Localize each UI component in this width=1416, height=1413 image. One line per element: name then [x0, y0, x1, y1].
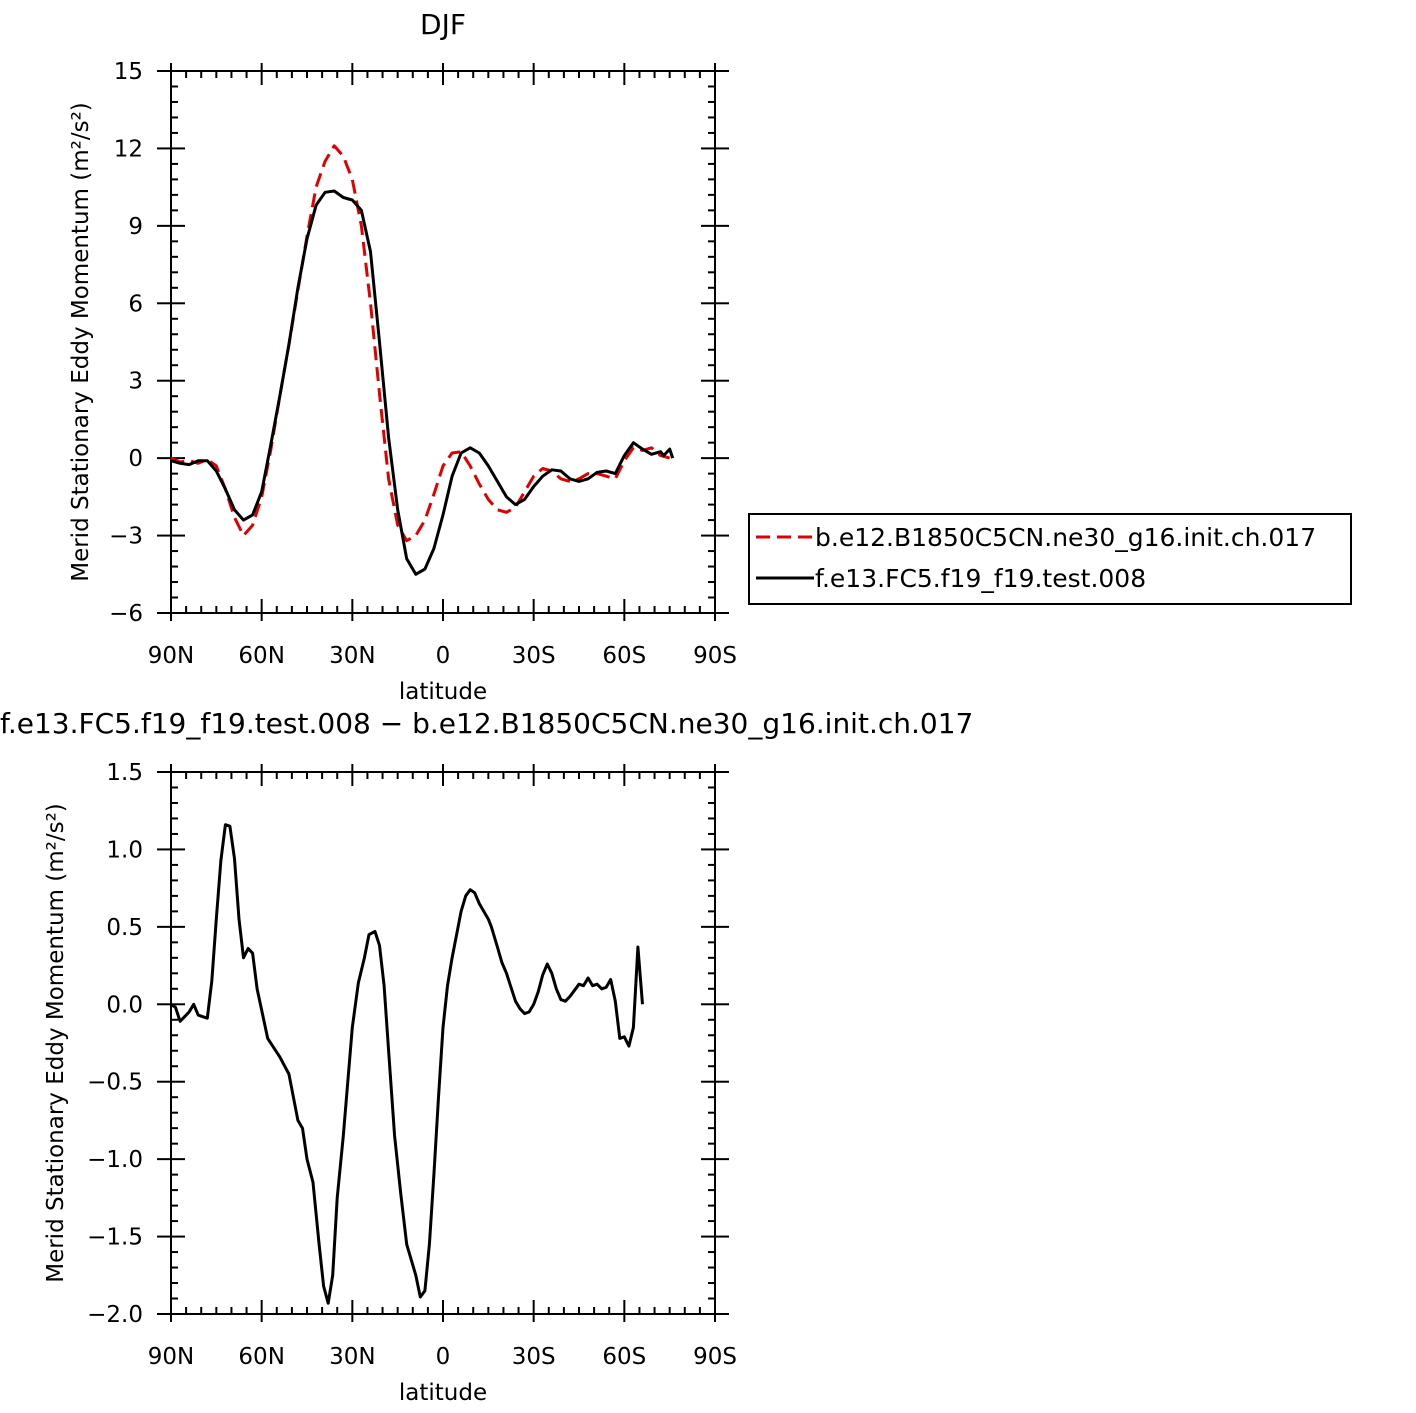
series-line-0	[170, 144, 671, 543]
y-tick-label: 15	[114, 59, 143, 85]
x-axis-title: latitude	[399, 679, 487, 705]
y-tick-label: −0.5	[87, 1070, 143, 1096]
legend-label-1: f.e13.FC5.f19_f19.test.008	[815, 564, 1146, 593]
top-panel-djf: DJF 90N 60N 30N 0 30S 60S 90S −6 −3 0 3 6 9 12 15 latitu…	[68, 8, 737, 705]
x-tick-label: 0	[436, 1344, 451, 1370]
series-line-0	[170, 823, 644, 1305]
y-tick-label: −1.5	[87, 1225, 143, 1251]
x-tick-label: 30S	[512, 1344, 556, 1370]
x-tick-label: 30N	[329, 1344, 375, 1370]
y-tick-label: 0.0	[106, 992, 143, 1018]
legend: b.e12.B1850C5CN.ne30_g16.init.ch.017 f.e1…	[748, 513, 1352, 605]
series-line-1	[170, 189, 675, 576]
x-tick-label: 90N	[148, 1344, 194, 1370]
x-tick-label: 90N	[148, 643, 194, 669]
legend-label-0: b.e12.B1850C5CN.ne30_g16.init.ch.017	[815, 523, 1316, 552]
y-tick-label: 12	[114, 136, 143, 162]
bottom-panel-difference: f.e13.FC5.f19_f19.test.008 − b.e12.B1850…	[0, 707, 973, 1406]
x-tick-label: 90S	[693, 643, 737, 669]
y-tick-label: 0	[128, 446, 143, 472]
y-tick-label: 9	[128, 214, 143, 240]
y-tick-label: 3	[128, 369, 143, 395]
plot-title: DJF	[420, 8, 466, 41]
x-tick-label: 30N	[329, 643, 375, 669]
y-tick-label: −2.0	[87, 1302, 143, 1328]
y-tick-label: −6	[109, 601, 143, 627]
y-tick-label: 1.5	[106, 760, 143, 786]
x-tick-label: 60S	[602, 1344, 646, 1370]
y-tick-label: 1.0	[106, 837, 143, 863]
plot-title: f.e13.FC5.f19_f19.test.008 − b.e12.B1850…	[0, 707, 973, 740]
y-tick-label: −1.0	[87, 1147, 143, 1173]
x-tick-label: 60N	[238, 1344, 284, 1370]
x-tick-label: 60S	[602, 643, 646, 669]
x-tick-label: 60N	[238, 643, 284, 669]
y-tick-label: 0.5	[106, 915, 143, 941]
x-tick-label: 30S	[512, 643, 556, 669]
x-axis-title: latitude	[399, 1380, 487, 1406]
x-tick-label: 0	[436, 643, 451, 669]
x-tick-label: 90S	[693, 1344, 737, 1370]
y-axis-title: Merid Stationary Eddy Momentum (m²/s²)	[43, 803, 69, 1283]
plot-frame	[170, 70, 716, 614]
legend-box	[748, 513, 1352, 605]
y-tick-label: 6	[128, 291, 143, 317]
y-axis-title: Merid Stationary Eddy Momentum (m²/s²)	[68, 102, 94, 582]
y-tick-label: −3	[109, 524, 143, 550]
